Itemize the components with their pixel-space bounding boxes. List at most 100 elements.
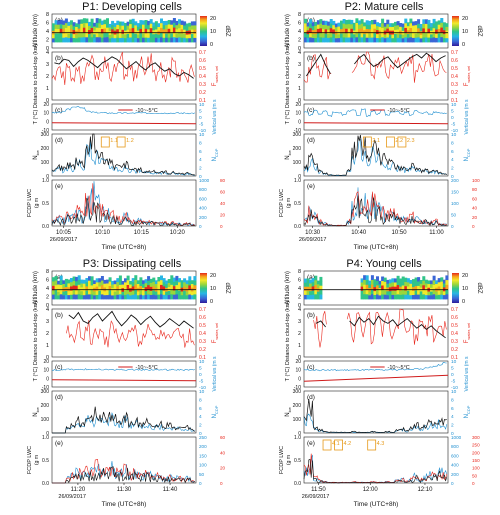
- radar-cell: [95, 18, 99, 24]
- radar-cell: [440, 286, 444, 291]
- radar-cell: [314, 285, 318, 291]
- radar-cell: [175, 289, 179, 295]
- radar-cell: [360, 278, 364, 283]
- radar-cell: [165, 37, 169, 43]
- radar-cell: [129, 291, 133, 296]
- radar-cell: [412, 283, 415, 288]
- radar-cell: [142, 29, 145, 34]
- radar-cell: [98, 28, 102, 34]
- radar-cell: [445, 38, 449, 43]
- x-tick-label: 10:15: [134, 230, 150, 236]
- radar-cell: [165, 284, 169, 289]
- radar-cell: [160, 275, 163, 281]
- tick-label-e: 0.0: [42, 481, 49, 487]
- radar-cell: [180, 37, 184, 43]
- radar-cell: [111, 20, 115, 26]
- tick-label-c-right: 5: [451, 109, 454, 115]
- radar-cell: [147, 33, 151, 39]
- radar-cell: [139, 33, 143, 38]
- radar-cell: [108, 277, 112, 282]
- tick-label-e-right2: 20: [472, 215, 478, 220]
- radar-cell: [82, 32, 86, 38]
- radar-cell: [160, 32, 163, 38]
- dct-line: [306, 52, 446, 77]
- radar-cell: [322, 37, 325, 43]
- radar-cell: [136, 26, 140, 32]
- ncdp-line: [52, 412, 195, 434]
- tick-label-d-right: 0: [451, 174, 454, 180]
- radar-cell: [345, 33, 349, 38]
- radar-cell: [129, 28, 133, 34]
- radar-cell: [368, 37, 372, 43]
- radar-cell: [370, 294, 374, 300]
- radar-cell: [62, 29, 66, 34]
- tick-label-a: 4: [46, 29, 49, 35]
- radar-cell: [95, 278, 99, 283]
- radar-cell: [175, 37, 179, 43]
- radar-cell: [67, 279, 71, 284]
- radar-cell: [106, 27, 109, 33]
- radar-cell: [175, 285, 179, 291]
- radar-cell: [368, 33, 372, 39]
- radar-cell: [172, 281, 176, 287]
- tick-label-d: 200: [41, 403, 50, 409]
- radar-cell: [154, 29, 158, 35]
- radar-cell: [154, 37, 158, 43]
- radar-cell: [442, 26, 446, 31]
- x-tick-label: 10:40: [351, 230, 367, 236]
- radar-cell: [437, 278, 441, 283]
- radar-cell: [136, 280, 140, 285]
- radar-cell: [350, 33, 354, 38]
- radar-cell: [430, 23, 433, 28]
- tick-label-a: 8: [298, 12, 301, 18]
- quadrant-2: P2: Mature cells(a)(b)(c)(d)(e)02468Alti…: [279, 1, 482, 251]
- radar-cell: [185, 295, 189, 300]
- radar-cell: [80, 19, 84, 25]
- radar-cell: [111, 288, 115, 293]
- radar-cell: [59, 19, 63, 25]
- radar-cell: [124, 294, 127, 300]
- tick-label-c-right: 0: [199, 372, 202, 378]
- radar-cell: [103, 283, 107, 288]
- radar-cell: [427, 24, 431, 30]
- radar-cell: [116, 33, 120, 39]
- axis-label-ww: Vertical ws (m s: [212, 356, 218, 392]
- radar-cell: [64, 37, 68, 43]
- panel-title: P4: Young cells: [346, 258, 422, 270]
- radar-cell: [427, 291, 431, 296]
- vertical-wind-line: [51, 368, 195, 371]
- radar-cell: [373, 287, 377, 292]
- radar-cell: [394, 294, 397, 300]
- panel-d-letter: (d): [307, 394, 315, 401]
- radar-cell: [116, 294, 120, 300]
- radar-cell: [414, 281, 418, 287]
- axis-label-dct: Distance to cloud-top (km): [285, 44, 291, 108]
- radar-cell: [432, 23, 436, 29]
- radar-cell: [180, 291, 184, 296]
- radar-cell: [365, 29, 369, 34]
- panel-e-frame: [51, 179, 197, 227]
- radar-cell: [111, 29, 115, 34]
- tick-label-e-right: 100: [199, 463, 207, 468]
- radar-cell: [90, 289, 94, 295]
- radar-cell: [365, 284, 369, 290]
- tick-label-b-right: 0.1: [199, 98, 206, 104]
- axis-label-ww: Vertical ws (m s: [464, 99, 470, 135]
- radar-cell: [124, 26, 127, 31]
- tick-label-d-right: 0: [451, 431, 454, 437]
- radar-cell: [406, 26, 410, 31]
- radar-cell: [316, 284, 320, 289]
- legend-label: -10~-5°C: [388, 108, 410, 114]
- radar-cell: [103, 19, 107, 25]
- radar-cell: [370, 33, 374, 38]
- radar-cell: [134, 37, 138, 43]
- radar-cell: [394, 278, 397, 283]
- fcdp-lwc-line: [303, 458, 448, 484]
- radar-cell: [154, 284, 158, 289]
- radar-cell: [190, 21, 194, 26]
- radar-cell: [147, 289, 151, 295]
- radar-cell: [85, 32, 89, 38]
- axis-label-fcdp: FCDP LWC: [279, 189, 285, 217]
- radar-cell: [378, 280, 382, 285]
- radar-cell: [417, 37, 421, 43]
